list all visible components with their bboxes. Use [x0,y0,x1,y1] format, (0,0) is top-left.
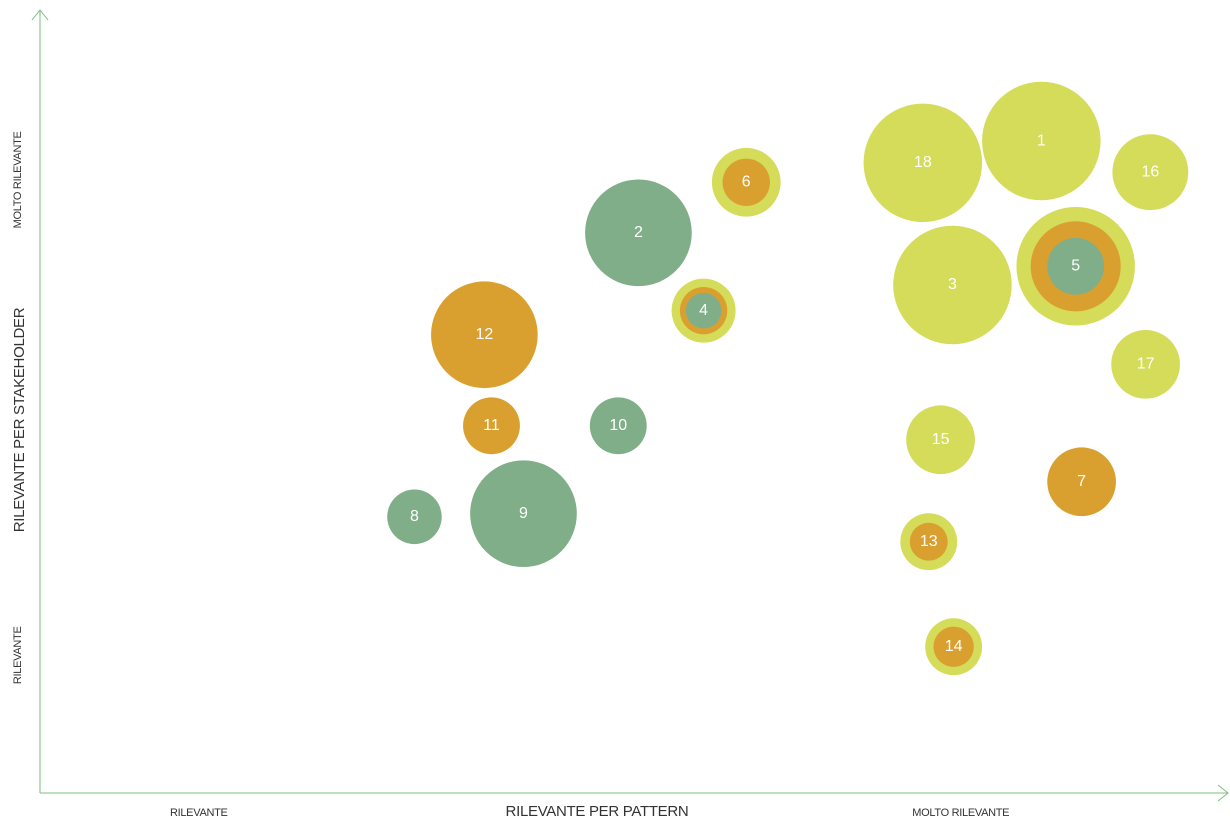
y-tick-label: MOLTO RILEVANTE [12,131,24,228]
bubble-label: 5 [1071,258,1080,275]
x-axis-label: RILEVANTE PER PATTERN [506,803,689,820]
bubble [470,460,577,568]
bubble-label: 7 [1077,473,1086,490]
bubble-label: 16 [1141,163,1159,180]
bubble [906,405,975,475]
bubble-label: 17 [1137,356,1155,373]
bubble [585,179,692,287]
bubble-label: 15 [932,431,950,448]
bubble-label: 9 [519,505,528,522]
bubble-label: 18 [914,154,932,171]
bubble-label: 11 [483,417,500,434]
bubble [387,489,442,545]
bubble [463,397,520,455]
bubble-label: 8 [410,508,419,525]
y-axis-arrow [31,9,49,21]
y-tick-label: RILEVANTE [12,626,24,684]
bubble [685,292,722,329]
bubble [589,397,647,455]
bubble [1047,447,1116,517]
bubble-label: 4 [699,302,708,319]
bubble-label: 1 [1037,132,1046,149]
x-tick-label: MOLTO RILEVANTE [912,807,1009,819]
bubble [893,225,1012,345]
bubble [1047,237,1105,295]
bubble-label: 6 [742,173,751,190]
bubble [1111,329,1180,399]
bubble [863,103,983,223]
bubble [722,158,770,206]
x-tick-label: RILEVANTE [170,807,228,819]
bubble [982,81,1101,201]
bubble [431,281,538,389]
bubble-label: 13 [920,533,938,550]
bubble-label: 2 [634,224,643,241]
bubble [933,626,974,667]
bubble-label: 3 [948,276,957,293]
bubble-label: 10 [609,417,627,434]
bubble [1112,134,1189,211]
x-axis-arrow [1217,784,1229,802]
bubble-label: 12 [475,326,493,343]
bubble-label: 14 [945,638,963,655]
y-axis-label: RILEVANTE PER STAKEHOLDER [11,307,28,532]
bubble [909,522,948,561]
